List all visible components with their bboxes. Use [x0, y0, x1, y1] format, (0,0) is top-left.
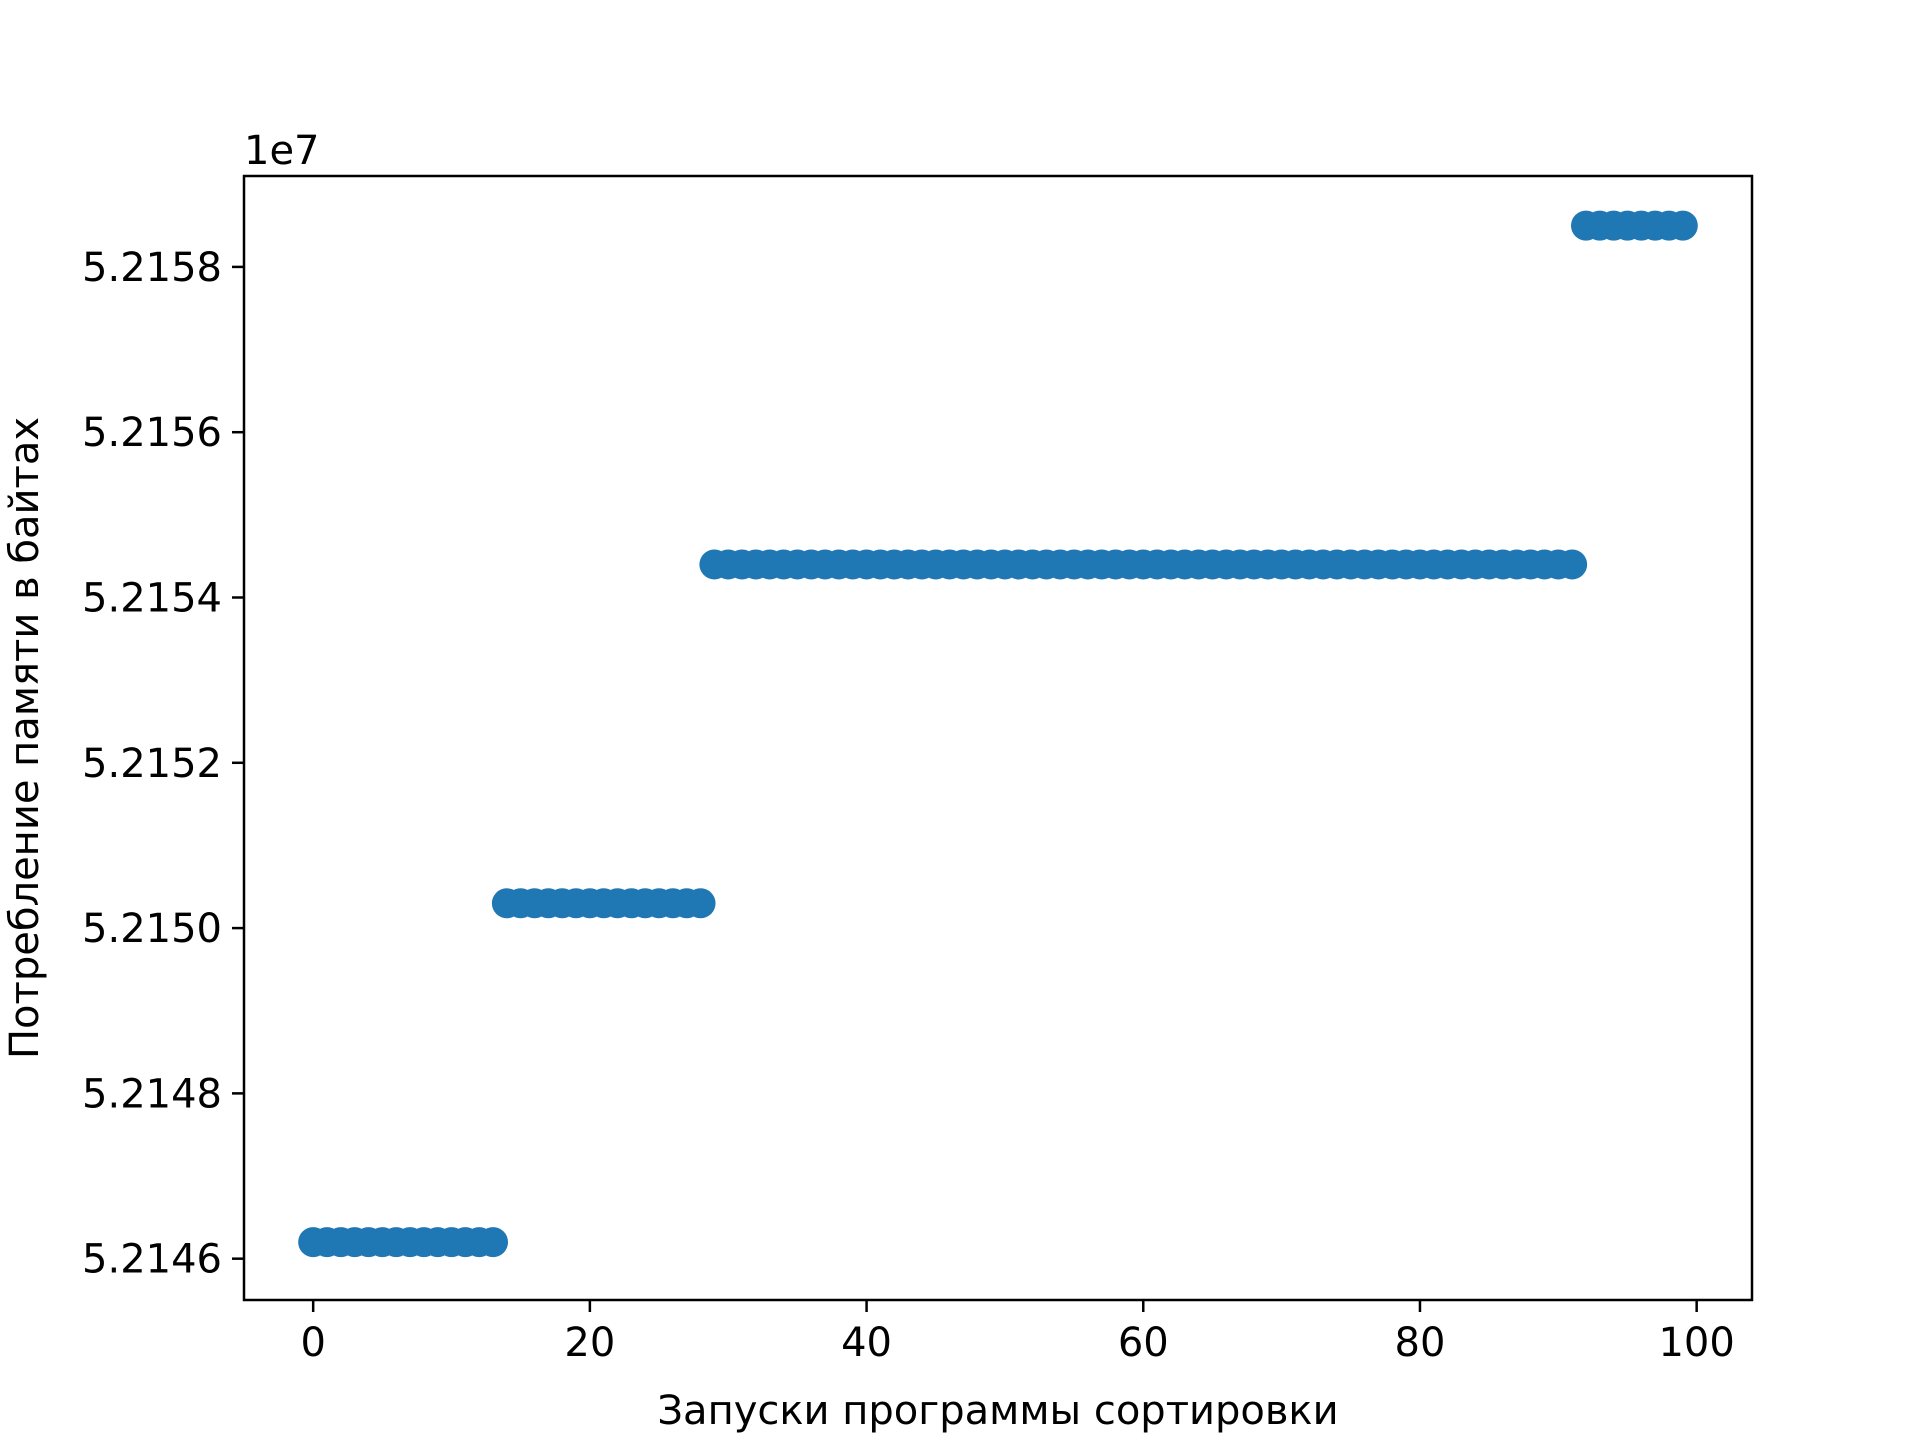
data-point [1557, 549, 1588, 580]
data-point [1667, 210, 1698, 241]
data-points [298, 210, 1698, 1258]
x-tick-label: 80 [1395, 1320, 1446, 1366]
x-tick-label: 0 [300, 1320, 325, 1366]
plot-area-frame [242, 174, 1754, 1302]
data-point [685, 888, 716, 919]
x-tick-label: 100 [1658, 1320, 1734, 1366]
y-tick-label: 5.2156 [82, 410, 222, 456]
x-axis-ticks: 0 20 40 60 80 100 [300, 1300, 1735, 1366]
x-tick-label: 20 [564, 1320, 615, 1366]
y-axis-offset-label: 1e7 [244, 128, 320, 174]
x-tick-label: 60 [1118, 1320, 1169, 1366]
y-tick-label: 5.2158 [82, 245, 222, 291]
y-tick-label: 5.2148 [82, 1071, 222, 1117]
y-axis-ticks: 5.2146 5.2148 5.2150 5.2152 5.2154 5.2156 5.21… [82, 245, 244, 1283]
y-tick-label: 5.2152 [82, 741, 222, 787]
x-axis-label: Запуски программы сортировки [657, 1388, 1338, 1434]
y-tick-label: 5.2146 [82, 1237, 222, 1283]
y-axis-label: Потребление памяти в байтах [2, 417, 48, 1059]
y-tick-label: 5.2150 [82, 906, 222, 952]
x-tick-label: 40 [841, 1320, 892, 1366]
data-point [478, 1227, 509, 1258]
y-tick-label: 5.2154 [82, 576, 222, 622]
